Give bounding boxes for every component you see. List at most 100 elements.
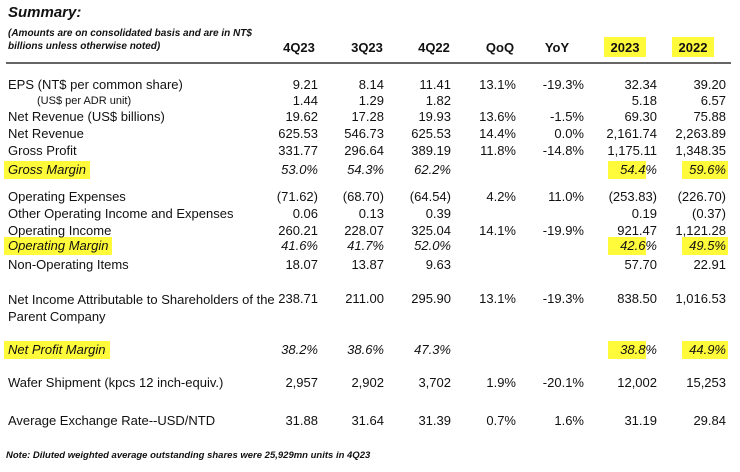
cell-2022: 75.88 — [693, 109, 726, 124]
cell-qoq: 11.8% — [480, 143, 516, 158]
row-label: Non-Operating Items — [8, 257, 129, 272]
header-3q23: 3Q23 — [351, 40, 383, 55]
cell-4q23: 53.0% — [281, 162, 318, 177]
cell-2023: 2,161.74 — [606, 126, 657, 141]
row-label: Average Exchange Rate--USD/NTD — [8, 413, 216, 428]
row-exchange-rate: Average Exchange Rate--USD/NTD 31.88 31.… — [0, 413, 740, 429]
highlight-2022-header — [672, 37, 714, 57]
cell-3q23: 17.28 — [351, 109, 384, 124]
row-net-income: 238.71 211.00 295.90 13.1% -19.3% 838.50… — [0, 291, 740, 307]
cell-4q23: 31.88 — [285, 413, 318, 428]
cell-4q22: 62.2% — [414, 162, 451, 177]
header-4q22: 4Q22 — [418, 40, 450, 55]
cell-2022: 6.57 — [700, 93, 726, 108]
cell-qoq: 13.1% — [479, 77, 516, 92]
cell-2023: 838.50 — [617, 291, 657, 306]
cell-qoq: 14.1% — [479, 223, 516, 238]
cell-yoy: 11.0% — [548, 189, 584, 204]
row-operating-margin: Operating Margin 41.6% 41.7% 52.0% 42.6%… — [0, 238, 740, 254]
cell-4q22: 389.19 — [411, 143, 451, 158]
cell-4q22: (64.54) — [409, 189, 451, 204]
cell-4q23: 331.77 — [278, 143, 318, 158]
cell-3q23: 41.7% — [347, 238, 384, 253]
cell-qoq: 13.6% — [479, 109, 516, 124]
cell-yoy: 0.0% — [554, 126, 584, 141]
cell-2022: 2,263.89 — [675, 126, 726, 141]
cell-3q23: 13.87 — [351, 257, 384, 272]
cell-2022: (0.37) — [692, 206, 726, 221]
cell-3q23: 38.6% — [347, 342, 384, 357]
cell-yoy: -14.8% — [542, 143, 584, 158]
cell-3q23: 1.29 — [358, 93, 384, 108]
row-label: Gross Margin — [8, 162, 87, 177]
cell-4q23: 2,957 — [285, 375, 318, 390]
net-income-label: Net Income Attributable to Shareholders … — [8, 292, 275, 324]
cell-yoy: -19.3% — [542, 291, 584, 306]
cell-2023: 0.19 — [631, 206, 657, 221]
cell-2022: 22.91 — [693, 257, 726, 272]
cell-4q23: 0.06 — [292, 206, 318, 221]
row-gross-margin: Gross Margin 53.0% 54.3% 62.2% 54.4% 59.… — [0, 162, 740, 178]
row-gross-profit: Gross Profit 331.77 296.64 389.19 11.8% … — [0, 143, 740, 159]
cell-2022: 1,016.53 — [675, 291, 726, 306]
row-label: Net Profit Margin — [8, 342, 106, 357]
row-other-operating: Other Operating Income and Expenses 0.06… — [0, 206, 740, 222]
cell-2023: 69.30 — [624, 109, 657, 124]
cell-4q22: 47.3% — [414, 342, 451, 357]
summary-title: Summary: — [8, 4, 82, 21]
cell-3q23: (68.70) — [342, 189, 384, 204]
cell-4q22: 625.53 — [411, 126, 451, 141]
cell-2022: 1,121.28 — [675, 223, 726, 238]
row-label: (US$ per ADR unit) — [37, 95, 132, 107]
highlight-gross-margin-2022 — [682, 161, 728, 179]
cell-2023: 921.47 — [617, 223, 657, 238]
cell-4q23: 625.53 — [278, 126, 318, 141]
cell-4q23: 238.71 — [278, 291, 318, 306]
cell-4q23: (71.62) — [276, 189, 318, 204]
cell-3q23: 546.73 — [344, 126, 384, 141]
cell-yoy: 1.6% — [554, 413, 584, 428]
cell-3q23: 54.3% — [347, 162, 384, 177]
amounts-note: (Amounts are on consolidated basis and a… — [8, 28, 252, 52]
cell-4q22: 11.41 — [419, 77, 451, 92]
highlight-2023-header — [604, 37, 646, 57]
cell-qoq: 0.7% — [486, 413, 516, 428]
header-rule — [6, 62, 731, 64]
cell-yoy: -1.5% — [550, 109, 584, 124]
header-qoq: QoQ — [485, 40, 515, 55]
cell-2022: 39.20 — [693, 77, 726, 92]
cell-4q22: 295.90 — [411, 291, 451, 306]
cell-2023: 12,002 — [617, 375, 657, 390]
cell-3q23: 296.64 — [344, 143, 384, 158]
cell-yoy: -20.1% — [542, 375, 584, 390]
cell-2022: 59.6% — [689, 162, 726, 177]
highlight-op-margin-2022 — [682, 237, 728, 255]
cell-4q22: 9.63 — [425, 257, 451, 272]
cell-qoq: 4.2% — [486, 189, 516, 204]
cell-4q23: 38.2% — [281, 342, 318, 357]
cell-qoq: 1.9% — [486, 375, 516, 390]
cell-qoq: 13.1% — [479, 291, 516, 306]
cell-2023: 57.70 — [624, 257, 657, 272]
cell-2023: 1,175.11 — [607, 143, 657, 158]
row-net-revenue: Net Revenue 625.53 546.73 625.53 14.4% 0… — [0, 126, 740, 142]
row-label: EPS (NT$ per common share) — [8, 77, 183, 92]
header-4q23: 4Q23 — [283, 40, 315, 55]
cell-2023: 5.18 — [631, 93, 657, 108]
row-operating-expenses: Operating Expenses (71.62) (68.70) (64.5… — [0, 189, 740, 205]
row-net-revenue-usd: Net Revenue (US$ billions) 19.62 17.28 1… — [0, 109, 740, 125]
cell-4q22: 1.82 — [425, 93, 451, 108]
cell-2023: 42.6% — [620, 238, 657, 253]
cell-2023: 32.34 — [624, 77, 657, 92]
cell-2023: 31.19 — [624, 413, 657, 428]
cell-2022: 15,253 — [686, 375, 726, 390]
header-2022: 2022 — [678, 40, 708, 55]
cell-2022: 44.9% — [689, 342, 726, 357]
highlight-net-margin-2022 — [682, 341, 728, 359]
cell-4q22: 0.39 — [425, 206, 451, 221]
cell-3q23: 8.14 — [358, 77, 384, 92]
row-eps-usd: (US$ per ADR unit) 1.44 1.29 1.82 5.18 6… — [0, 93, 740, 109]
row-label: Gross Profit — [8, 143, 77, 158]
row-label: Operating Income — [8, 223, 112, 238]
row-eps-ntd: EPS (NT$ per common share) 9.21 8.14 11.… — [0, 77, 740, 93]
